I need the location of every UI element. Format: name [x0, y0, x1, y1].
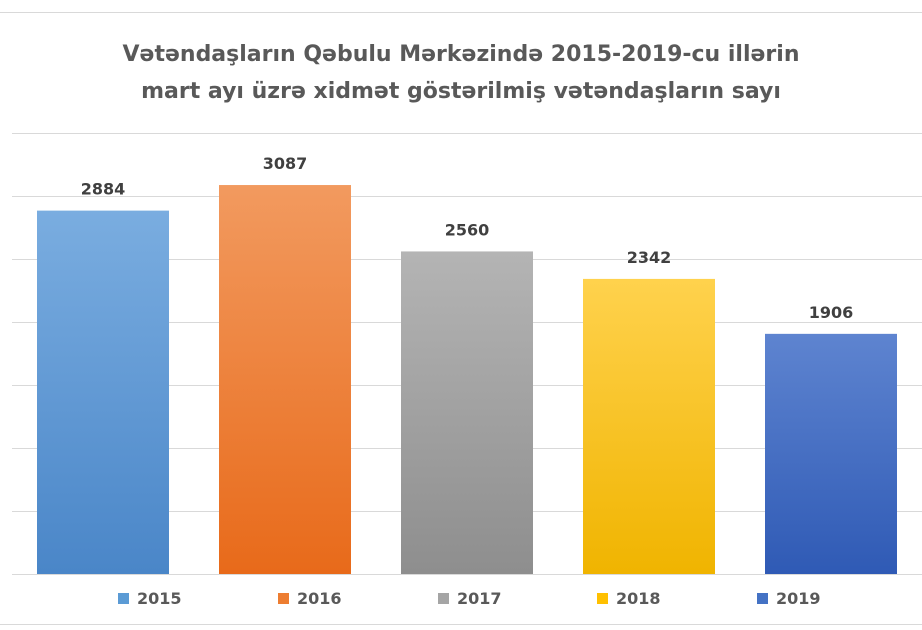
legend-item-2018: 2018 [597, 589, 661, 608]
data-labels: 2884 3087 2560 2342 1906 [81, 154, 854, 322]
chart-title-line-1: Vətəndaşların Qəbulu Mərkəzində 2015-201… [122, 42, 800, 67]
legend: 2015 2016 2017 2018 2019 [0, 589, 922, 611]
data-label-2019: 1906 [809, 303, 854, 322]
bar-2015 [37, 210, 169, 574]
chart-title: Vətəndaşların Qəbulu Mərkəzində 2015-201… [0, 36, 922, 110]
legend-item-2016: 2016 [278, 589, 342, 608]
legend-swatch [278, 593, 289, 604]
legend-swatch [597, 593, 608, 604]
legend-label: 2019 [776, 589, 821, 608]
bar-2018 [583, 278, 715, 574]
legend-label: 2016 [297, 589, 342, 608]
data-label-2015: 2884 [81, 180, 126, 199]
data-label-2016: 3087 [263, 154, 308, 173]
legend-label: 2015 [137, 589, 182, 608]
legend-swatch [757, 593, 768, 604]
legend-label: 2017 [457, 589, 502, 608]
top-border [0, 12, 922, 13]
bar-2019 [765, 333, 897, 574]
bottom-border [0, 624, 922, 625]
legend-swatch [118, 593, 129, 604]
legend-item-2017: 2017 [438, 589, 502, 608]
bar-2016 [219, 185, 351, 574]
bars [37, 185, 897, 574]
legend-swatch [438, 593, 449, 604]
legend-label: 2018 [616, 589, 661, 608]
data-label-2018: 2342 [627, 248, 672, 267]
legend-item-2015: 2015 [118, 589, 182, 608]
bar-2017 [401, 251, 533, 574]
chart-title-line-2: mart ayı üzrə xidmət göstərilmiş vətənda… [141, 79, 781, 104]
legend-item-2019: 2019 [757, 589, 821, 608]
data-label-2017: 2560 [445, 220, 490, 239]
